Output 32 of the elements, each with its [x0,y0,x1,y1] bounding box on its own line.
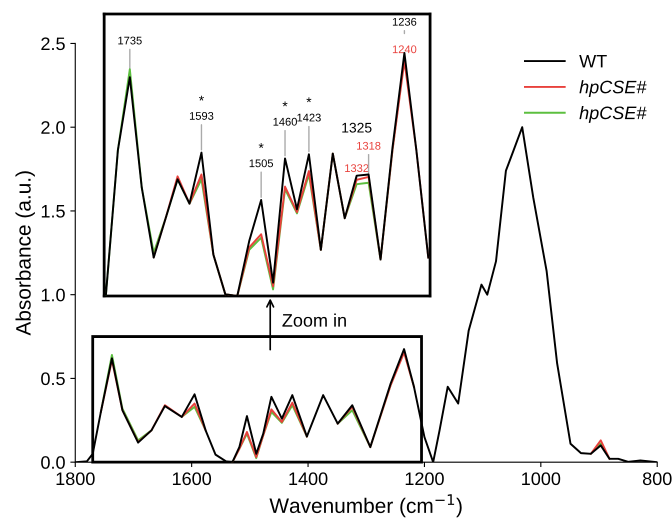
x-tick-label: 1800 [56,472,95,486]
x-axis-title: Wavenumber (cm$^{−1}$) [269,494,462,518]
annotation: 1593 [190,112,214,120]
legend-label: hpCSE# [579,106,647,123]
annotation: * [306,97,312,102]
x-tick-label: 1400 [289,472,328,486]
y-tick-label: 0.0 [41,456,65,469]
y-tick-label: 1.5 [42,205,65,218]
annotation: 1505 [250,159,274,168]
x-tick-label: 1200 [406,472,444,486]
annotation: 1460 [274,118,297,126]
annotation: 1240 [392,45,416,54]
x-tick-label: 800 [642,472,672,486]
y-tick-label: 2.0 [41,121,65,134]
y-tick-label: 1.0 [42,288,65,302]
y-tick-label: 0.5 [41,372,65,386]
annotation: * [198,96,204,101]
annotation: 1325 [342,122,372,133]
y-tick-label: 2.5 [41,37,65,50]
x-tick-label: 1000 [522,472,560,486]
annotation: 1236 [392,18,416,26]
legend-label: WT [579,54,607,68]
annotation: * [282,102,288,106]
annotation: 1332 [345,164,368,172]
annotation: * [258,143,264,148]
annotation: 1423 [297,114,321,122]
annotation: 1735 [118,36,142,44]
x-tick-label: 1600 [172,472,212,486]
y-axis-title: Absorbance (a.u.) [15,171,35,336]
annotation: Zoom in [282,313,346,327]
legend-label: hpCSE# [579,80,647,97]
annotation: 1318 [357,142,380,150]
